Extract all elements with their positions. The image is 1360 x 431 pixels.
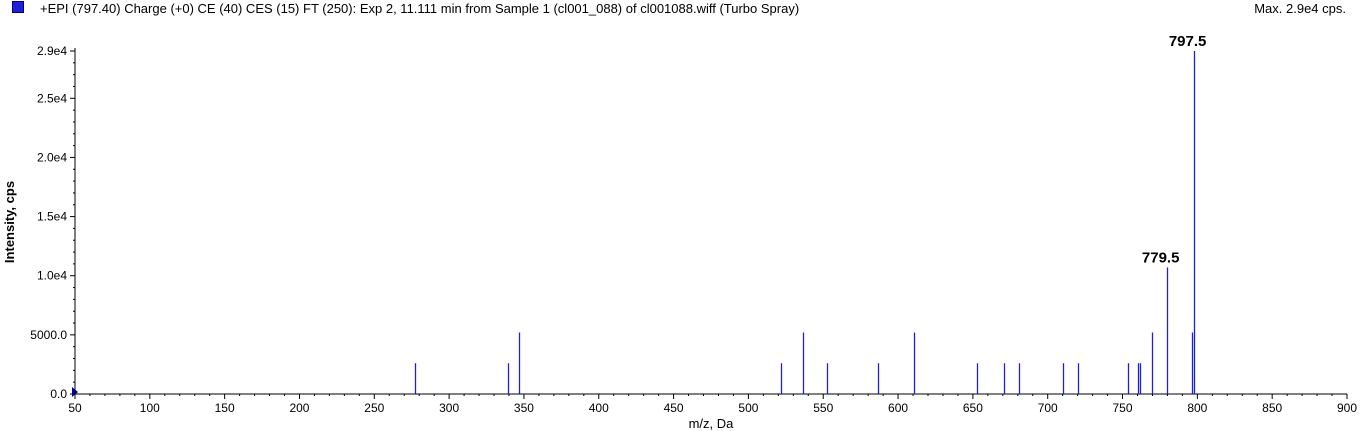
series-legend-swatch <box>12 1 24 13</box>
x-tick-label: 250 <box>364 401 384 415</box>
y-axis-title: Intensity, cps <box>2 181 17 263</box>
x-tick-label: 200 <box>289 401 309 415</box>
x-tick-label: 550 <box>813 401 833 415</box>
peak-annotations: 797.5 779.5 <box>1142 33 1206 266</box>
peak-label: 797.5 <box>1169 33 1207 50</box>
x-tick-label: 900 <box>1337 401 1357 415</box>
peak-label: 779.5 <box>1142 249 1180 266</box>
x-tick-label: 700 <box>1038 401 1058 415</box>
y-tick-label: 2.5e4 <box>37 91 67 105</box>
y-tick-label: 1.5e4 <box>37 210 67 224</box>
x-tick-label: 750 <box>1113 401 1133 415</box>
y-tick-label: 5000.0 <box>30 328 67 342</box>
x-tick-label: 300 <box>439 401 459 415</box>
x-tick-label: 50 <box>68 401 82 415</box>
x-tick-label: 600 <box>888 401 908 415</box>
x-tick-label: 450 <box>664 401 684 415</box>
spectrum-peaks <box>414 51 1196 394</box>
x-tick-label: 850 <box>1262 401 1282 415</box>
x-tick-label: 800 <box>1187 401 1207 415</box>
x-axis-title: m/z, Da <box>689 416 735 431</box>
axis-marker-icon <box>72 387 78 397</box>
experiment-title: +EPI (797.40) Charge (+0) CE (40) CES (1… <box>40 1 800 16</box>
chart-axes: 50 100 150 200 250 300 350 400 450 500 550 600 650 70… <box>30 44 1357 415</box>
x-tick-label: 400 <box>589 401 609 415</box>
y-tick-label: 2.0e4 <box>37 150 67 164</box>
y-tick-label: 2.9e4 <box>37 44 67 58</box>
max-intensity-label: Max. 2.9e4 cps. <box>1254 1 1346 16</box>
x-tick-label: 350 <box>514 401 534 415</box>
x-tick-label: 100 <box>140 401 160 415</box>
x-tick-label: 650 <box>963 401 983 415</box>
y-tick-label: 1.0e4 <box>37 269 67 283</box>
x-tick-label: 150 <box>215 401 235 415</box>
x-tick-label: 500 <box>738 401 758 415</box>
y-tick-label: 0.0 <box>50 387 67 401</box>
